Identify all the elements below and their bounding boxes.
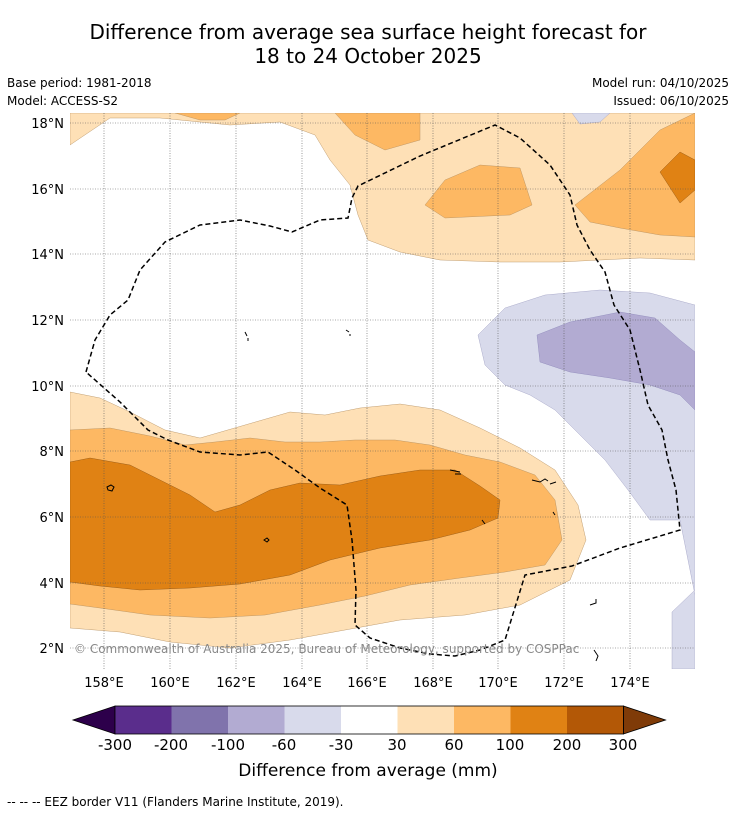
grid-lines — [70, 113, 695, 669]
north-contour-100 — [659, 151, 695, 204]
lon-label-170: 170°E — [478, 676, 518, 691]
lat-label-18: 18°N — [31, 117, 64, 132]
colorbar-tick-30: 30 — [387, 736, 407, 754]
lat-label-16: 16°N — [31, 183, 64, 198]
ne-contour-neg30 — [571, 113, 611, 125]
island-nauru — [106, 484, 115, 492]
base-period: Base period: 1981-2018 — [7, 76, 152, 90]
north-contour-30 — [70, 113, 695, 263]
issued-date: Issued: 06/10/2025 — [613, 94, 729, 108]
colorbar-tick-neg300: -300 — [97, 736, 133, 754]
colorbar-tick-neg60: -60 — [271, 736, 297, 754]
south-contour-100 — [70, 457, 501, 591]
lon-label-166: 166°E — [347, 676, 387, 691]
colorbar-swatch-3 — [228, 706, 285, 734]
colorbar-swatch-4 — [284, 706, 341, 734]
colorbar-tick-neg30: -30 — [328, 736, 354, 754]
lon-label-174: 174°E — [610, 676, 650, 691]
eez-border-layer — [85, 124, 681, 657]
north-contour-60b — [574, 113, 695, 238]
colorbar-label: Difference from average (mm) — [238, 761, 498, 781]
eez-footnote: -- -- -- EEZ border V11 (Flanders Marine… — [7, 795, 344, 809]
lon-label-162: 162°E — [216, 676, 256, 691]
island-marshall-1 — [244, 331, 249, 341]
colorbar-swatch-7 — [454, 706, 511, 734]
colorbar-swatch-1 — [115, 706, 172, 734]
colorbar-swatch-8 — [510, 706, 567, 734]
colorbar — [71, 705, 667, 735]
lon-label-172: 172°E — [544, 676, 584, 691]
title-line-1: Difference from average sea surface heig… — [89, 20, 647, 44]
lat-label-4: 4°N — [40, 577, 65, 592]
lon-label-158: 158°E — [84, 676, 124, 691]
island-marshall-2 — [345, 329, 351, 336]
colorbar-swatch-2 — [171, 706, 228, 734]
model-run: Model run: 04/10/2025 — [591, 76, 729, 90]
colorbar-swatch-5 — [341, 706, 398, 734]
islands — [106, 329, 599, 662]
lat-label-10: 10°N — [31, 380, 64, 395]
colorbar-tick-200: 200 — [552, 736, 582, 754]
north-contour-60c — [334, 113, 421, 151]
north-contour-60d — [174, 113, 241, 121]
colorbar-swatch-9 — [567, 706, 624, 734]
meta-left: Base period: 1981-2018 Model: ACCESS-S2 — [7, 74, 152, 110]
chart-title: Difference from average sea surface heig… — [0, 20, 736, 68]
lon-label-160: 160°E — [150, 676, 190, 691]
model-name: Model: ACCESS-S2 — [7, 94, 119, 108]
colorbar-tick-100: 100 — [495, 736, 525, 754]
east-contour-neg60 — [536, 311, 695, 411]
eez-border-line — [85, 124, 681, 657]
meta-right: Model run: 04/10/2025 Issued: 06/10/2025 — [592, 74, 729, 110]
island-kosrae — [263, 537, 270, 543]
colorbar-outline — [114, 705, 624, 735]
colorbar-swatch-6 — [397, 706, 454, 734]
island-marshall-5 — [589, 599, 599, 662]
north-contour-60a — [424, 164, 533, 219]
island-marshall-3 — [449, 469, 461, 475]
lat-label-14: 14°N — [31, 248, 64, 263]
copyright-notice: © Commonwealth of Australia 2025, Bureau… — [74, 642, 579, 656]
lat-label-12: 12°N — [31, 314, 64, 329]
lat-label-2: 2°N — [40, 642, 65, 657]
axis-labels: 18°N 16°N 14°N 12°N 10°N 8°N 6°N 4°N 2°N… — [31, 117, 650, 691]
colorbar-extend-low — [71, 705, 116, 735]
east-contour-neg30 — [477, 289, 695, 669]
lat-label-6: 6°N — [40, 511, 65, 526]
colorbar-extend-high — [623, 705, 667, 735]
contour-layer — [70, 113, 695, 669]
colorbar-tick-300: 300 — [608, 736, 638, 754]
colorbar-tick-neg100: -100 — [210, 736, 246, 754]
lat-label-8: 8°N — [40, 445, 65, 460]
lon-label-168: 168°E — [413, 676, 453, 691]
title-line-2: 18 to 24 October 2025 — [254, 44, 482, 68]
colorbar-tick-60: 60 — [444, 736, 464, 754]
lon-label-164: 164°E — [282, 676, 322, 691]
island-marshall-6 — [481, 511, 556, 525]
colorbar-tick-neg200: -200 — [153, 736, 189, 754]
island-marshall-4 — [531, 478, 557, 485]
